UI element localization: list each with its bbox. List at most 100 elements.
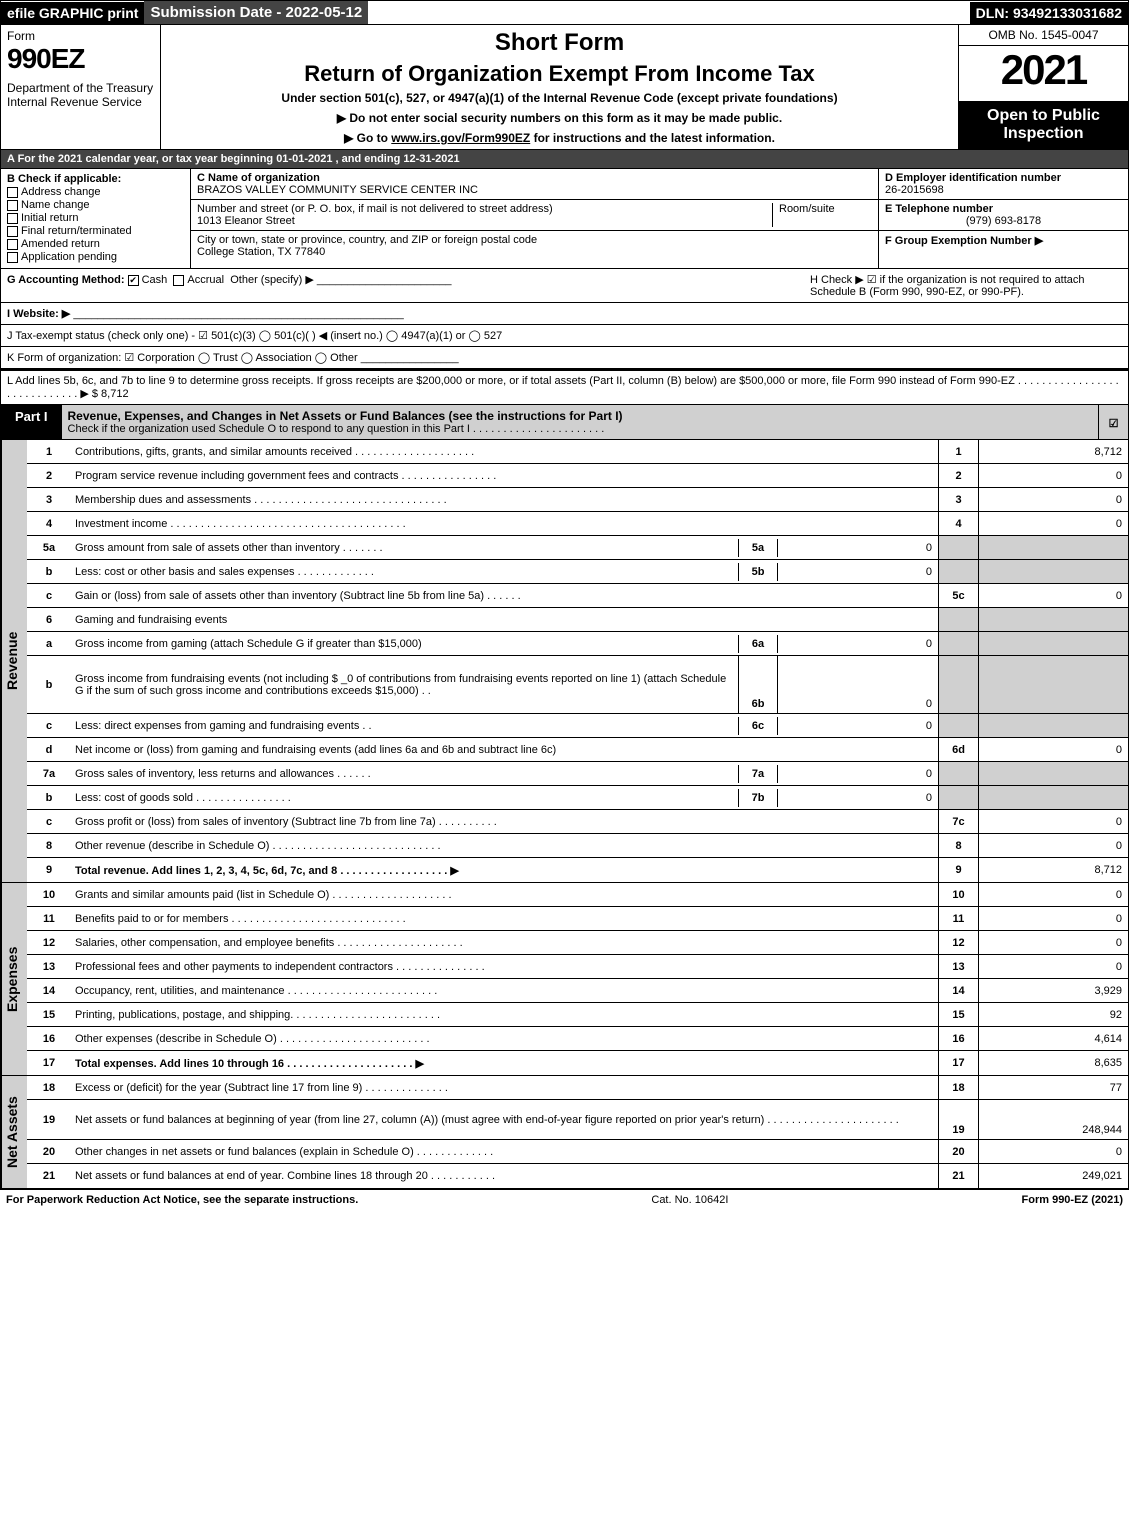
ln6d-num: d: [27, 741, 71, 759]
ein-value: 26-2015698: [885, 184, 1122, 196]
efile-label[interactable]: efile GRAPHIC print: [1, 2, 144, 24]
ln6c-val: [978, 714, 1128, 737]
ln4-num: 4: [27, 515, 71, 533]
ln7c-val: 0: [978, 810, 1128, 833]
ln6b-val: [978, 656, 1128, 713]
ln20-num: 20: [27, 1143, 71, 1161]
revenue-table: Revenue 1Contributions, gifts, grants, a…: [0, 440, 1129, 883]
c-street-label: Number and street (or P. O. box, if mail…: [197, 203, 553, 215]
chk-address-change[interactable]: Address change: [7, 186, 184, 198]
year-block: OMB No. 1545-0047 2021 Open to Public In…: [958, 25, 1128, 149]
chk-final-return[interactable]: Final return/terminated: [7, 225, 184, 237]
ln1-text: Contributions, gifts, grants, and simila…: [71, 443, 938, 461]
tax-year: 2021: [959, 46, 1128, 94]
ln5a-box: [938, 536, 978, 559]
ln7b-text: Less: cost of goods sold . . . . . . . .…: [71, 789, 738, 807]
ln17-text: Total expenses. Add lines 10 through 16 …: [71, 1054, 938, 1073]
ln7b-box: [938, 786, 978, 809]
submission-date: Submission Date - 2022-05-12: [144, 1, 368, 24]
ln2-val: 0: [978, 464, 1128, 487]
section-def: D Employer identification number 26-2015…: [878, 169, 1128, 268]
ln4-val: 0: [978, 512, 1128, 535]
ln6b-text: Gross income from fundraising events (no…: [71, 670, 738, 700]
ln13-val: 0: [978, 955, 1128, 978]
g-other: Other (specify) ▶: [230, 274, 314, 286]
chk-accrual[interactable]: [173, 275, 184, 286]
ln5a-sv: 0: [778, 539, 938, 557]
ln16-num: 16: [27, 1030, 71, 1048]
ln18-box: 18: [938, 1076, 978, 1099]
dept-label: Department of the Treasury Internal Reve…: [7, 81, 154, 109]
ln7a-text: Gross sales of inventory, less returns a…: [71, 765, 738, 783]
ln15-val: 92: [978, 1003, 1128, 1026]
ln5b-num: b: [27, 563, 71, 581]
ln14-num: 14: [27, 982, 71, 1000]
ln6c-sv: 0: [778, 717, 938, 735]
ln6c-text: Less: direct expenses from gaming and fu…: [71, 717, 738, 735]
ln7a-val: [978, 762, 1128, 785]
row-i: I Website: ▶ ___________________________…: [0, 303, 1129, 325]
ln3-box: 3: [938, 488, 978, 511]
ln16-val: 4,614: [978, 1027, 1128, 1050]
side-revenue: Revenue: [1, 440, 27, 882]
ln11-box: 11: [938, 907, 978, 930]
ln12-box: 12: [938, 931, 978, 954]
l-text: L Add lines 5b, 6c, and 7b to line 9 to …: [7, 375, 1119, 400]
g-label: G Accounting Method:: [7, 274, 125, 286]
ln5c-num: c: [27, 587, 71, 605]
d-ein-label: D Employer identification number: [885, 172, 1122, 184]
ln5a-text: Gross amount from sale of assets other t…: [71, 539, 738, 557]
title-block: Short Form Return of Organization Exempt…: [161, 25, 958, 149]
ln9-val: 8,712: [978, 858, 1128, 882]
ln10-text: Grants and similar amounts paid (list in…: [71, 886, 938, 904]
ln2-box: 2: [938, 464, 978, 487]
chk-cash[interactable]: [128, 275, 139, 286]
ln7c-box: 7c: [938, 810, 978, 833]
ln2-num: 2: [27, 467, 71, 485]
ln6a-sb: 6a: [738, 635, 778, 653]
ln3-text: Membership dues and assessments . . . . …: [71, 491, 938, 509]
ln21-val: 249,021: [978, 1164, 1128, 1188]
tel-value: (979) 693-8178: [885, 215, 1122, 227]
part1-check[interactable]: ☑: [1098, 405, 1128, 439]
l-value: 8,712: [101, 388, 129, 400]
chk-initial-return[interactable]: Initial return: [7, 212, 184, 224]
ln17-box: 17: [938, 1051, 978, 1075]
row-l: L Add lines 5b, 6c, and 7b to line 9 to …: [0, 371, 1129, 405]
chk-name-change[interactable]: Name change: [7, 199, 184, 211]
ln3-num: 3: [27, 491, 71, 509]
ln19-num: 19: [27, 1111, 71, 1129]
ln18-num: 18: [27, 1079, 71, 1097]
ln17-val: 8,635: [978, 1051, 1128, 1075]
ln19-text: Net assets or fund balances at beginning…: [71, 1111, 938, 1129]
top-bar: efile GRAPHIC print Submission Date - 20…: [0, 0, 1129, 25]
part1-tag: Part I: [1, 405, 62, 439]
b-header: B Check if applicable:: [7, 173, 184, 185]
ln6-text: Gaming and fundraising events: [71, 611, 938, 629]
side-expenses: Expenses: [1, 883, 27, 1075]
org-city: College Station, TX 77840: [197, 246, 325, 258]
ln6d-box: 6d: [938, 738, 978, 761]
ln7b-val: [978, 786, 1128, 809]
ln6b-sb: 6b: [738, 656, 778, 713]
ln3-val: 0: [978, 488, 1128, 511]
ln5b-text: Less: cost or other basis and sales expe…: [71, 563, 738, 581]
page-footer: For Paperwork Reduction Act Notice, see …: [0, 1189, 1129, 1210]
ln6-num: 6: [27, 611, 71, 629]
ln6a-val: [978, 632, 1128, 655]
ln6a-text: Gross income from gaming (attach Schedul…: [71, 635, 738, 653]
ln5b-sv: 0: [778, 563, 938, 581]
ln16-box: 16: [938, 1027, 978, 1050]
ln21-box: 21: [938, 1164, 978, 1188]
ln5c-text: Gain or (loss) from sale of assets other…: [71, 587, 938, 605]
c-room-label: Room/suite: [779, 203, 835, 215]
ln5a-val: [978, 536, 1128, 559]
ln13-text: Professional fees and other payments to …: [71, 958, 938, 976]
ln4-text: Investment income . . . . . . . . . . . …: [71, 515, 938, 533]
chk-application-pending[interactable]: Application pending: [7, 251, 184, 263]
irs-link[interactable]: www.irs.gov/Form990EZ: [391, 131, 530, 145]
chk-amended-return[interactable]: Amended return: [7, 238, 184, 250]
h-text: H Check ▶ ☑ if the organization is not r…: [810, 274, 1085, 298]
org-name: BRAZOS VALLEY COMMUNITY SERVICE CENTER I…: [197, 184, 478, 196]
ln15-text: Printing, publications, postage, and shi…: [71, 1006, 938, 1024]
